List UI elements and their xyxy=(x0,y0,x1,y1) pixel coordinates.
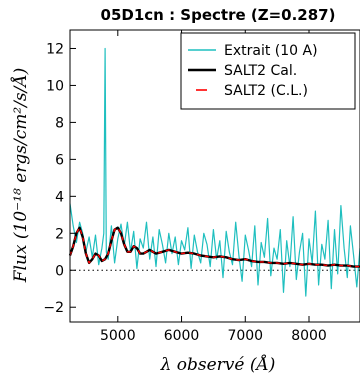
y-tick-label: 6 xyxy=(55,152,64,168)
y-tick-label: 8 xyxy=(55,115,64,131)
x-axis-ticks: 5000 6000 7000 8000 xyxy=(100,30,327,344)
y-tick-label: 2 xyxy=(55,226,64,242)
legend-label-1: SALT2 Cal. xyxy=(224,63,297,79)
x-tick-label: 7000 xyxy=(227,328,263,344)
x-tick-label: 5000 xyxy=(100,328,136,344)
x-tick-label: 6000 xyxy=(164,328,200,344)
x-axis-label: λ observé (Å) xyxy=(160,354,276,375)
y-tick-label: 4 xyxy=(55,189,64,205)
x-tick-label: 8000 xyxy=(291,328,327,344)
series-line-0 xyxy=(69,47,360,297)
y-axis-label: Flux (10⁻¹⁸ ergs/cm²/s/Å) xyxy=(10,68,31,284)
y-axis-ticks: −2 0 2 4 6 8 10 12 xyxy=(43,41,76,316)
y-tick-label: 0 xyxy=(55,263,64,279)
legend-label-2: SALT2 (C.L.) xyxy=(224,83,308,99)
plot-frame xyxy=(69,29,360,323)
y-tick-label: −2 xyxy=(43,300,64,316)
chart-title: 05D1cn : Spectre (Z=0.287) xyxy=(101,6,336,24)
legend: Extrait (10 A) SALT2 Cal. SALT2 (C.L.) xyxy=(180,32,356,110)
series-line-1 xyxy=(68,226,360,268)
y-tick-label: 12 xyxy=(46,41,64,57)
series-layer xyxy=(68,47,360,297)
y-tick-label: 10 xyxy=(46,78,64,94)
legend-label-0: Extrait (10 A) xyxy=(224,43,318,59)
legend-items: Extrait (10 A) SALT2 Cal. SALT2 (C.L.) xyxy=(188,43,318,99)
